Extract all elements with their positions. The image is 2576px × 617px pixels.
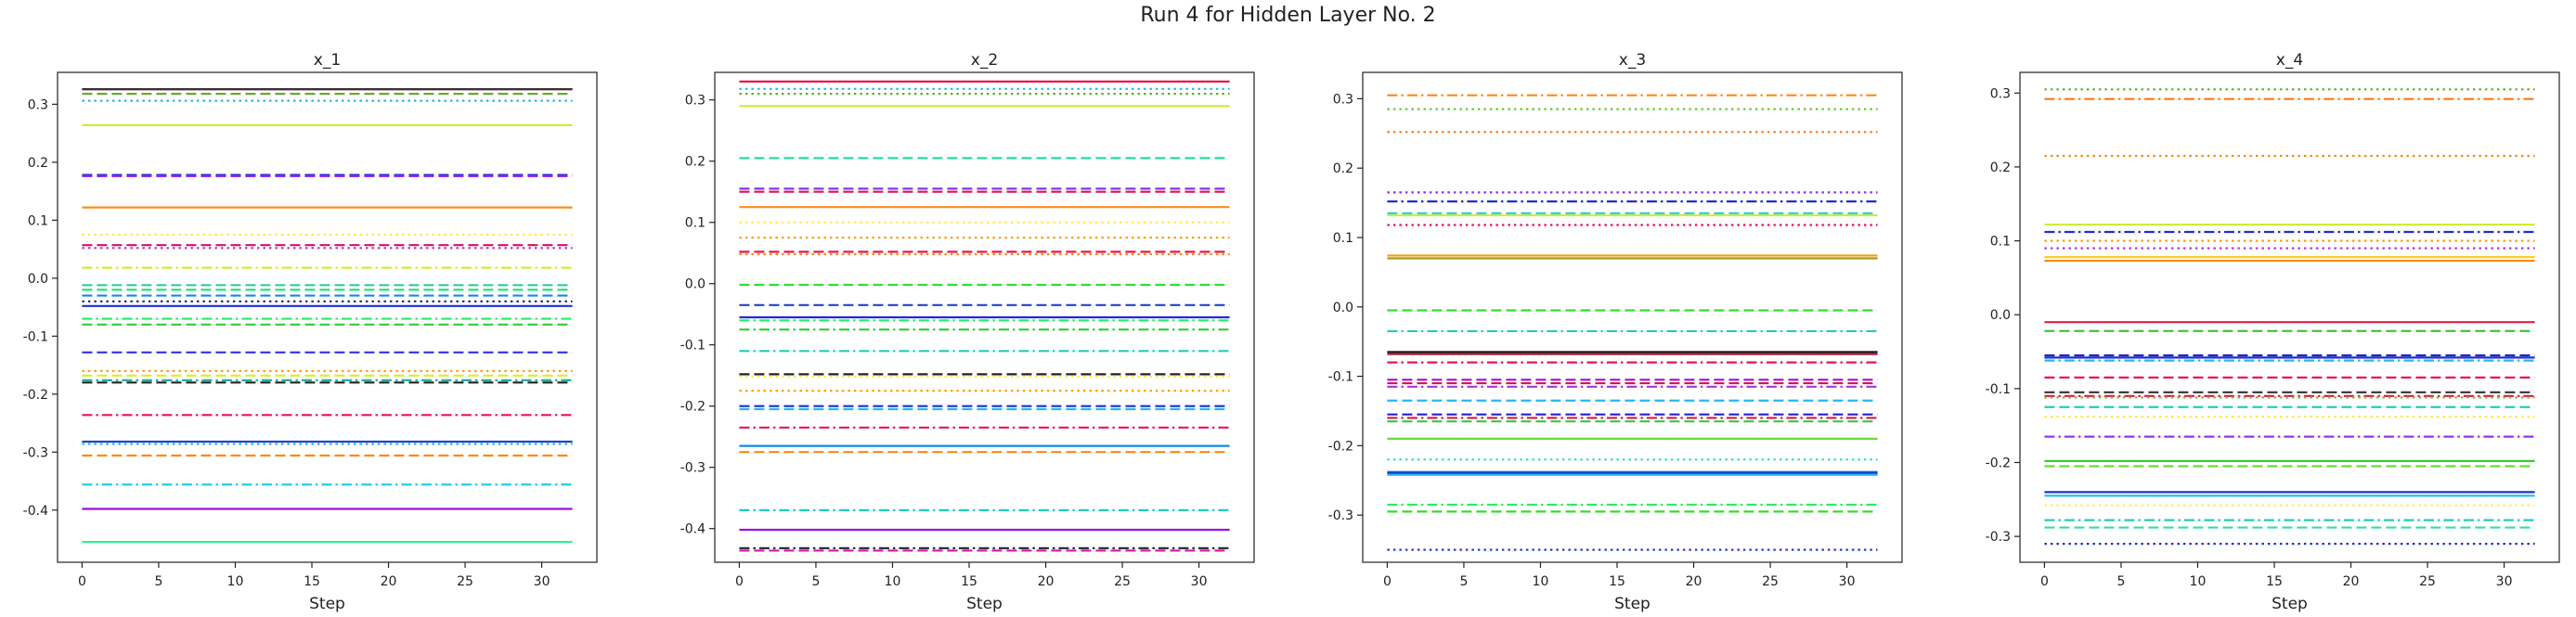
subplot-4: 0 5 10 15 20 25 30 -0.3 -0.2 -0.1 0.0 0.1 0.2 0.3 x_4 S… (1986, 51, 2560, 613)
y-tick-label: 0.1 (1333, 231, 1353, 246)
x-tick-label: 15 (304, 574, 320, 589)
x-tick-label: 0 (1383, 574, 1392, 589)
subplot-3: 0 5 10 15 20 25 30 -0.3 -0.2 -0.1 0.0 0.1 0.2 0.3 x_3 S… (1328, 51, 1903, 613)
y-tick-label: 0.2 (28, 156, 48, 171)
y-tick-label: -0.2 (23, 388, 48, 403)
y-tick-label: -0.1 (1986, 382, 2011, 397)
axes-frame (1362, 71, 1903, 563)
x-tick-label: 20 (1038, 574, 1055, 589)
subplot-title: x_4 (2276, 51, 2303, 70)
y-tick-label: -0.4 (23, 504, 48, 519)
x-axis-label: Step (2272, 595, 2308, 613)
x-tick-label: 5 (2116, 574, 2125, 589)
axes-frame (57, 71, 598, 563)
y-tick-label: -0.1 (23, 329, 48, 344)
y-tick-label: -0.1 (1328, 370, 1353, 385)
figure-title: Run 4 for Hidden Layer No. 2 (1140, 4, 1436, 27)
y-tick-label: -0.3 (23, 445, 48, 460)
y-tick-label: 0.3 (1333, 92, 1353, 107)
y-tick-label: -0.3 (1328, 508, 1353, 523)
x-tick-label: 20 (381, 574, 397, 589)
x-tick-label: 30 (1191, 574, 1208, 589)
y-tick-label: 0.2 (1333, 161, 1353, 176)
subplot-1: 0 5 10 15 20 25 30 -0.4 -0.3 -0.2 -0.1 0.0 0.1 0.2 0.3… (23, 51, 598, 613)
x-tick-label: 0 (78, 574, 86, 589)
y-tick-label: 0.3 (685, 94, 705, 109)
x-tick-label: 15 (2266, 574, 2283, 589)
x-tick-label: 5 (1459, 574, 1468, 589)
x-tick-label: 25 (1762, 574, 1779, 589)
x-tick-label: 25 (457, 574, 473, 589)
y-tick-label: 0.1 (28, 213, 48, 228)
x-tick-label: 15 (961, 574, 977, 589)
x-tick-label: 25 (2419, 574, 2436, 589)
x-tick-label: 0 (735, 574, 744, 589)
axes-frame (714, 71, 1255, 563)
y-tick-label: -0.3 (680, 461, 705, 476)
y-tick-label: 0.0 (1333, 301, 1353, 315)
axes-frame (2019, 71, 2560, 563)
subplot-title: x_1 (314, 51, 341, 70)
x-tick-label: 10 (885, 574, 901, 589)
x-tick-label: 20 (2343, 574, 2360, 589)
y-tick-label: 0.3 (1990, 86, 2011, 101)
x-tick-label: 20 (1686, 574, 1702, 589)
y-tick-label: 0.0 (1990, 308, 2011, 323)
x-axis-label: Step (1614, 595, 1650, 613)
subplot-title: x_2 (971, 51, 998, 70)
y-tick-label: 0.2 (1990, 161, 2011, 175)
x-tick-label: 30 (1839, 574, 1856, 589)
y-tick-label: 0.0 (685, 277, 705, 292)
y-tick-label: -0.2 (1986, 456, 2011, 470)
y-tick-label: -0.1 (680, 339, 705, 353)
y-tick-label: 0.3 (28, 97, 48, 112)
y-tick-label: -0.3 (1986, 530, 2011, 545)
x-axis-label: Step (309, 595, 345, 613)
subplot-2: 0 5 10 15 20 25 30 -0.4 -0.3 -0.2 -0.1 0.0 0.1 0.2 0.3… (680, 51, 1255, 613)
x-tick-label: 10 (227, 574, 244, 589)
x-tick-label: 15 (1609, 574, 1625, 589)
x-tick-label: 25 (1114, 574, 1131, 589)
y-tick-label: 0.0 (28, 272, 48, 287)
y-tick-label: -0.2 (680, 400, 705, 415)
y-tick-label: 0.1 (1990, 235, 2011, 250)
y-tick-label: -0.2 (1328, 439, 1353, 454)
x-tick-label: 10 (1533, 574, 1549, 589)
x-tick-label: 30 (534, 574, 550, 589)
x-tick-label: 5 (811, 574, 820, 589)
x-tick-label: 10 (2190, 574, 2207, 589)
subplot-title: x_3 (1619, 51, 1646, 70)
x-tick-label: 5 (154, 574, 162, 589)
x-axis-label: Step (966, 595, 1003, 613)
y-tick-label: -0.4 (680, 522, 705, 537)
y-tick-label: 0.1 (685, 216, 705, 231)
x-tick-label: 30 (2496, 574, 2513, 589)
x-tick-label: 0 (2040, 574, 2049, 589)
y-tick-label: 0.2 (685, 155, 705, 170)
